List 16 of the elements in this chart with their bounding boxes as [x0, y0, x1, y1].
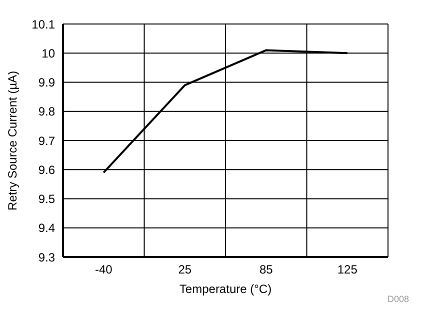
- x-tick-label: -40: [94, 262, 113, 277]
- x-tick-label: 25: [178, 262, 192, 277]
- y-tick-label: 9.3: [38, 250, 56, 264]
- y-tick-label: 9.4: [38, 221, 56, 236]
- y-tick-label: 10: [42, 46, 56, 60]
- y-tick-label: 9.8: [38, 104, 56, 119]
- y-tick-label: 9.6: [38, 162, 56, 177]
- y-tick-label: 9.5: [38, 192, 56, 206]
- y-tick-label: 9.7: [38, 134, 56, 148]
- y-tick-label: 10.1: [32, 17, 56, 32]
- x-axis-title: Temperature (°C): [179, 282, 272, 296]
- x-tick-label: 85: [259, 262, 274, 277]
- text: D008: [387, 294, 409, 304]
- x-tick-label: 125: [337, 262, 358, 277]
- y-axis-title: Retry Source Current (µA): [5, 70, 20, 210]
- y-tick-label: 9.9: [38, 76, 56, 90]
